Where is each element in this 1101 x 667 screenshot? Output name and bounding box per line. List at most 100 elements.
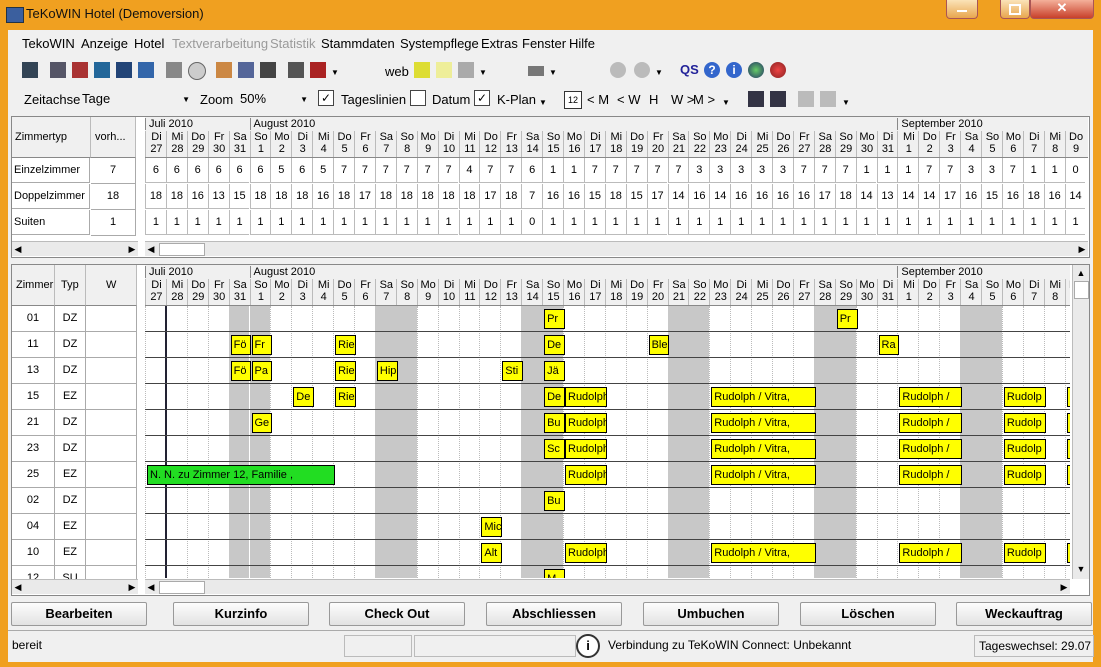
availability-cell[interactable]: 18 [416,184,438,209]
availability-cell[interactable]: 1 [813,210,835,235]
door-icon[interactable] [116,62,132,78]
availability-cell[interactable]: 1 [897,158,919,183]
availability-cell[interactable]: 18 [145,184,166,209]
menu-item-hotel[interactable]: Hotel [134,36,165,51]
availability-cell[interactable]: 14 [855,184,877,209]
availability-cell[interactable]: 7 [583,158,605,183]
chevron-down-icon[interactable]: ▼ [331,68,339,77]
availability-cell[interactable]: 7 [500,158,522,183]
availability-cell[interactable]: 1 [855,210,877,235]
availability-cell[interactable]: 1 [1043,158,1065,183]
booking-bar[interactable]: De [293,387,315,407]
availability-cell[interactable]: 7 [834,158,856,183]
availability-cell[interactable]: 7 [521,184,543,209]
availability-cell[interactable]: 16 [1043,184,1065,209]
booking-bar[interactable]: Jä [544,361,565,381]
booking-bar[interactable]: Rudolph / [899,413,963,433]
umbuchen-button[interactable]: Umbuchen [643,602,779,626]
building-icon[interactable] [288,62,304,78]
scroll-right-icon[interactable]: ▶ [1078,244,1086,254]
booking-bar[interactable]: Rudolph [565,387,607,407]
availability-cell[interactable]: 1 [374,210,396,235]
availability-cell[interactable]: 1 [792,210,814,235]
zimmer-header[interactable]: Zimmer [12,265,55,306]
abschliessen-button[interactable]: Abschliessen [486,602,622,626]
availability-cell[interactable]: 1 [228,210,250,235]
availability-cell[interactable]: 1 [876,210,898,235]
monitor-icon[interactable] [820,91,836,107]
availability-cell[interactable]: 6 [207,158,229,183]
availability-cell[interactable]: 6 [228,158,250,183]
booking-bar[interactable]: Rie [335,361,356,381]
availability-cell[interactable]: 16 [186,184,208,209]
availability-cell[interactable]: 1 [145,210,166,235]
maximize-button[interactable] [1000,0,1030,19]
availability-cell[interactable]: 7 [625,158,647,183]
room-number-cell[interactable]: 10 [12,540,55,566]
availability-cell[interactable]: 13 [876,184,898,209]
booking-bar[interactable]: Rudolph / [899,387,963,407]
availability-cell[interactable]: 1 [186,210,208,235]
availability-cell[interactable]: 14 [1064,184,1086,209]
availability-cell[interactable]: 1 [688,210,710,235]
checkout-button[interactable]: Check Out [329,602,465,626]
availability-cell[interactable]: 14 [667,184,689,209]
group-icon[interactable] [634,62,650,78]
availability-cell[interactable]: 1 [960,210,981,235]
booking-bar[interactable]: Rudolp [1003,387,1046,407]
availability-cell[interactable]: 1 [354,210,375,235]
booking-bar[interactable]: Rudolp [1003,439,1046,459]
booking-bar[interactable]: Rudolp [1003,465,1046,485]
booking-bar[interactable]: R [1066,439,1070,459]
availability-cell[interactable]: 17 [479,184,501,209]
exit-icon[interactable] [770,62,786,78]
chevron-down-icon[interactable]: ▼ [479,68,487,77]
availability-cell[interactable]: 1 [751,210,772,235]
availability-cell[interactable]: 1 [291,210,313,235]
availability-cell[interactable]: 0 [521,210,543,235]
booking-bar[interactable]: Rudolp [1003,413,1046,433]
web-button[interactable]: web [385,64,409,79]
room-number-cell[interactable]: 15 [12,384,55,410]
availability-cell[interactable]: 14 [709,184,731,209]
availability-cell[interactable]: 7 [437,158,459,183]
menu-item-tekowin[interactable]: TekoWIN [22,36,75,51]
booking-bar[interactable]: Rudolph / Vitra, [711,465,816,485]
booking-bar[interactable]: Fö [230,335,252,355]
form-icon[interactable] [72,62,88,78]
chevron-down-icon[interactable]: ▼ [842,98,850,107]
availability-cell[interactable]: 17 [646,184,668,209]
room-number-cell[interactable]: 25 [12,462,55,488]
availability-cell[interactable]: 1 [918,210,940,235]
room-number-cell[interactable]: 11 [12,332,55,358]
availability-cell[interactable]: 1 [1064,210,1086,235]
availability-date-scrollbar[interactable]: ◀ ▶ [145,241,1088,256]
w-header[interactable]: W [86,265,137,306]
chevron-down-icon[interactable]: ▼ [539,98,547,107]
booking-bar[interactable]: R [1066,387,1070,407]
booking-bar[interactable]: Rudolph / Vitra, [711,543,816,563]
availability-cell[interactable]: 1 [604,210,626,235]
availability-cell[interactable]: 7 [813,158,835,183]
menu-item-textverarbeitung[interactable]: Textverarbeitung [172,36,269,51]
house-icon[interactable] [94,62,110,78]
availability-cell[interactable]: 6 [521,158,543,183]
booking-bar[interactable]: Pa [251,361,273,381]
availability-cell[interactable]: 18 [500,184,522,209]
computer-icon[interactable] [22,62,38,78]
availability-cell[interactable]: 18 [458,184,480,209]
availability-cell[interactable]: 7 [333,158,354,183]
tools-icon[interactable] [748,91,764,107]
chevron-down-icon[interactable]: ▼ [549,68,557,77]
availability-cell[interactable]: 16 [792,184,814,209]
availability-cell[interactable]: 6 [249,158,271,183]
availability-cell[interactable]: 1 [1043,210,1065,235]
availability-cell[interactable]: 1 [876,158,898,183]
weckauftrag-button[interactable]: Weckauftrag [956,602,1092,626]
availability-cell[interactable]: 7 [1001,158,1023,183]
availability-cell[interactable]: 7 [395,158,417,183]
availability-cell[interactable]: 1 [333,210,354,235]
availability-cell[interactable]: 18 [270,184,292,209]
scroll-right-icon[interactable]: ▶ [1060,582,1068,592]
nav-m-button[interactable]: M > [693,92,716,107]
